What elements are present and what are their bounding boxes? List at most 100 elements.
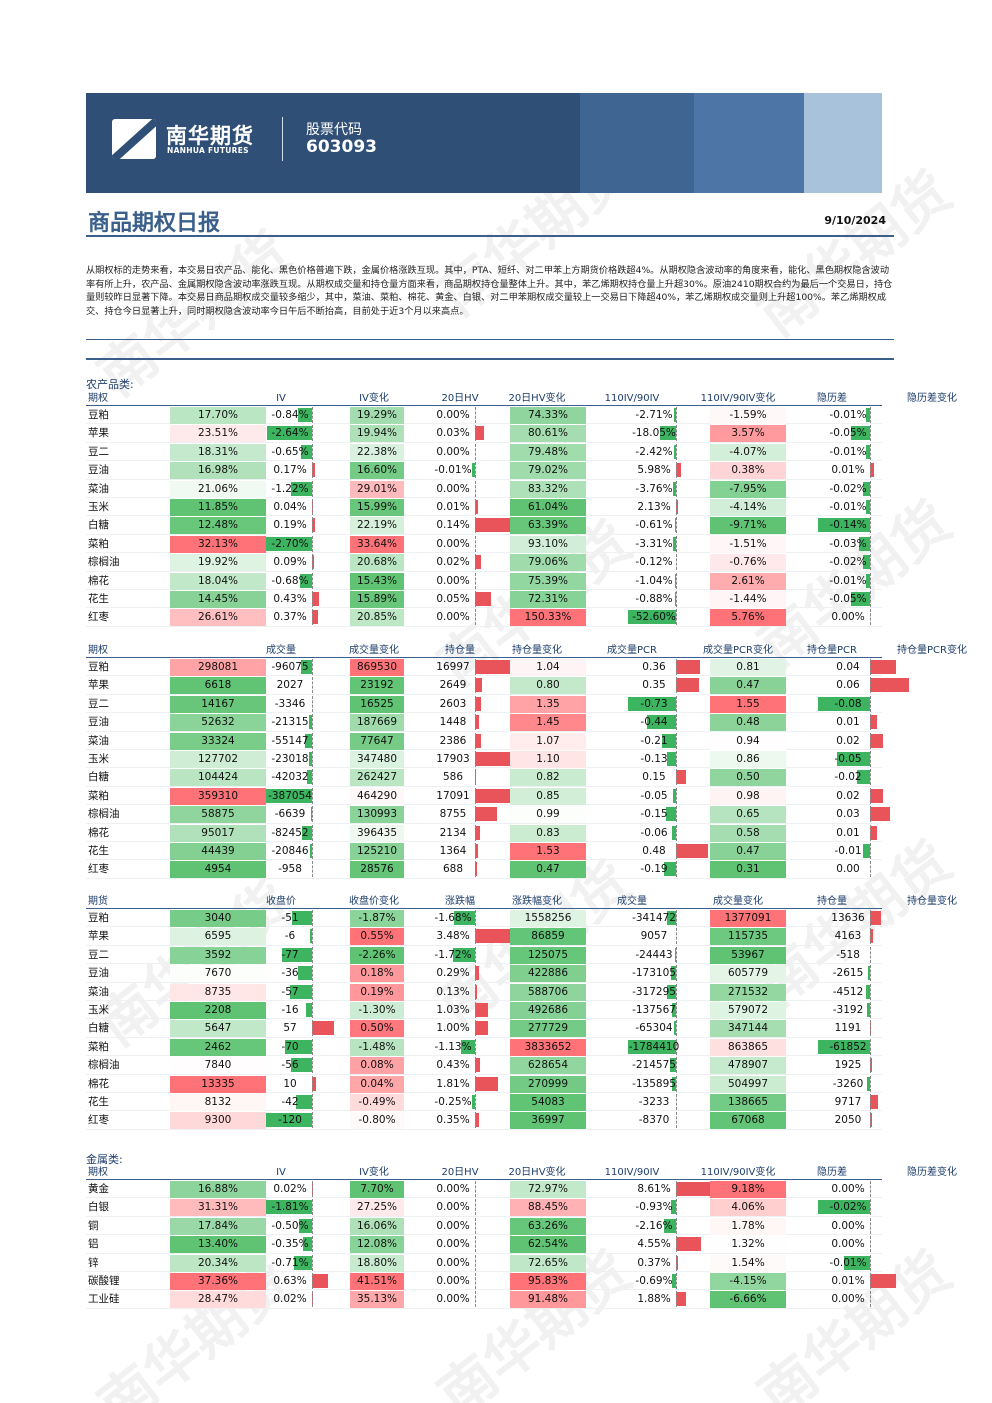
value-cell: 29.01% xyxy=(350,480,404,498)
cell-value: 10 xyxy=(283,1077,297,1090)
cell-value: -56 xyxy=(281,1059,299,1072)
cell-value: 130993 xyxy=(356,808,398,821)
bar-axis xyxy=(676,806,677,823)
value-cell: 77647 xyxy=(350,732,404,750)
column-header: 110IV/90IV xyxy=(604,393,660,404)
change-cell: 0.01 xyxy=(798,824,898,841)
table-row: 棕榈油 7840 -56 0.08% 0.43% 628654 -214575 478907 1… xyxy=(86,1056,882,1075)
change-bar xyxy=(837,751,870,766)
change-cell: -0.21 xyxy=(604,732,704,749)
column-header: IV变化 xyxy=(359,1167,389,1178)
cell-value: 0.04 xyxy=(836,661,860,673)
row-label: 棉花 xyxy=(88,826,109,839)
change-bar xyxy=(298,966,312,981)
cell-value: -2.71% xyxy=(635,409,673,421)
cell-value: -52.60% xyxy=(632,611,676,624)
value-cell: 54083 xyxy=(510,1093,586,1111)
change-cell: 0.00% xyxy=(798,1180,898,1197)
cell-value: 86859 xyxy=(531,930,565,943)
value-cell: 3833652 xyxy=(510,1038,586,1056)
cell-value: 0.37% xyxy=(637,1256,671,1269)
change-bar xyxy=(266,1113,312,1128)
value-cell: 0.83 xyxy=(510,824,586,842)
change-bar xyxy=(870,678,909,693)
cell-value: 9300 xyxy=(204,1114,232,1127)
cell-value: 0.13% xyxy=(436,985,470,998)
change-bar xyxy=(664,1218,676,1233)
change-bar xyxy=(475,555,481,570)
value-cell: 63.39% xyxy=(510,517,586,535)
cell-value: 0.19% xyxy=(360,985,394,998)
cell-value: -0.02% xyxy=(829,1201,867,1214)
bar-axis xyxy=(475,983,476,1000)
change-bar xyxy=(475,499,478,514)
cell-value: 58875 xyxy=(201,808,235,821)
cell-value: 15.43% xyxy=(356,574,398,587)
value-cell: 11.85% xyxy=(170,498,266,516)
column-header: 期权 xyxy=(88,1167,108,1178)
cell-value: 7.70% xyxy=(360,1183,394,1195)
cell-value: 0.00% xyxy=(831,1293,865,1306)
value-cell: 1.10 xyxy=(510,750,586,768)
change-bar xyxy=(673,788,676,803)
change-bar xyxy=(475,984,477,999)
cell-value: 7840 xyxy=(204,1059,232,1072)
cell-value: 1.55 xyxy=(736,697,760,710)
bar-axis xyxy=(676,1057,677,1074)
change-cell: -0.05% xyxy=(798,424,898,442)
change-cell: 586 xyxy=(403,768,503,786)
cell-value: 57 xyxy=(283,1022,297,1035)
bar-axis xyxy=(676,659,677,675)
value-cell: 33.64% xyxy=(350,535,404,553)
change-cell: -4512 xyxy=(798,983,898,1000)
bar-axis xyxy=(870,824,871,841)
change-bar xyxy=(309,715,312,730)
cell-value: -0.35% xyxy=(271,1238,309,1251)
change-bar xyxy=(475,1002,488,1017)
table-row: 铝 13.40% -0.35% 12.08% 0.00% 62.54% 4.55% 1.32%… xyxy=(86,1235,882,1254)
column-header: 收盘价 xyxy=(266,896,296,907)
change-bar xyxy=(267,426,312,441)
change-bar xyxy=(666,807,676,822)
column-header: 成交量变化 xyxy=(349,645,399,656)
change-cell: 9057 xyxy=(604,927,704,945)
cell-value: -8370 xyxy=(638,1114,670,1127)
bar-axis xyxy=(676,787,677,804)
change-cell: 10 xyxy=(240,1075,340,1092)
change-cell: 0.36 xyxy=(604,658,704,675)
change-bar xyxy=(312,591,319,606)
cell-value: 52632 xyxy=(201,716,235,729)
value-cell: 1.55 xyxy=(710,695,786,713)
value-cell: 0.82 xyxy=(510,769,586,787)
change-cell: -1.68% xyxy=(403,909,503,926)
cell-value: -0.19 xyxy=(640,863,668,876)
column-header: 持仓量变化 xyxy=(907,896,957,907)
bar-axis xyxy=(870,1020,871,1037)
cell-value: 0.50 xyxy=(736,771,760,784)
cell-value: 15.99% xyxy=(356,500,398,513)
cell-value: 2134 xyxy=(439,826,467,839)
cell-value: 298081 xyxy=(197,661,239,673)
change-bar xyxy=(870,911,881,925)
cell-value: -96075 xyxy=(271,661,309,673)
cell-value: 605779 xyxy=(727,967,769,980)
change-cell: 2603 xyxy=(403,695,503,712)
cell-value: 0.86 xyxy=(736,752,760,765)
bar-axis xyxy=(312,1020,313,1037)
cell-value: -0.01% xyxy=(434,464,472,477)
change-cell: -0.88% xyxy=(604,590,704,607)
row-label: 豆粕 xyxy=(88,661,109,673)
cell-value: 125210 xyxy=(356,844,398,857)
bar-axis xyxy=(870,1199,871,1216)
cell-value: -36 xyxy=(281,967,299,980)
value-cell: 86859 xyxy=(510,928,586,946)
cell-value: 13335 xyxy=(201,1077,235,1090)
cell-value: 0.00% xyxy=(436,537,470,550)
bar-axis xyxy=(676,714,677,731)
change-bar xyxy=(818,696,870,711)
change-cell: 0.00% xyxy=(798,608,898,626)
bar-axis xyxy=(870,1236,871,1253)
bar-axis xyxy=(676,842,677,859)
bar-axis xyxy=(312,695,313,712)
table-row: 玉米 127702 -23018 347480 17903 1.10 -0.13 0.86 -0… xyxy=(86,750,882,769)
